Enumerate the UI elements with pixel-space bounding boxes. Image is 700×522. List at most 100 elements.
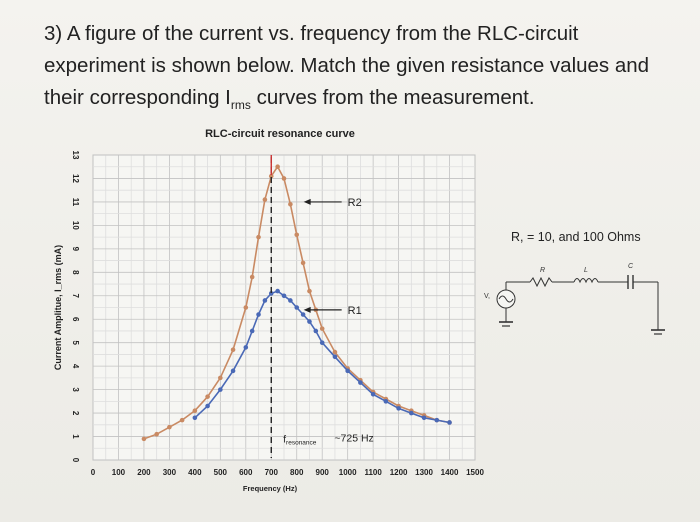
annotation-arrowhead [303, 306, 311, 313]
x-tick-label: 800 [290, 468, 304, 477]
data-point-r1 [345, 368, 350, 374]
circuit-resistance-label: R, = 10, and 100 Ohms [511, 230, 641, 244]
data-point-r1 [205, 403, 210, 409]
data-point-r2 [307, 288, 312, 294]
x-tick-label: 1200 [390, 468, 408, 477]
chart-annotations: R2 R1 ~725 Hz fresonance [270, 155, 374, 458]
x-tick-label: 100 [112, 468, 126, 477]
x-tick-label: 1400 [441, 468, 459, 477]
inductor-symbol [573, 278, 599, 284]
data-point-r2 [218, 375, 223, 381]
x-tick-label: 200 [137, 468, 151, 477]
y-tick-label: 1 [71, 434, 80, 439]
data-point-r1 [421, 415, 427, 421]
rlc-circuit-diagram: R L C V, [484, 263, 665, 335]
data-point-r2 [288, 201, 293, 207]
data-point-r1 [447, 420, 452, 425]
data-point-r1 [319, 340, 325, 345]
data-point-r2 [179, 417, 185, 423]
annotation-label-r1: R1 [348, 305, 362, 317]
resistor-label: R [540, 267, 545, 274]
question-line-3-sub: rms [230, 98, 251, 113]
inductor-label: L [584, 267, 588, 274]
question-line-2: experiment is shown below. Match the giv… [44, 54, 650, 77]
resonance-label: fresonance [283, 435, 317, 447]
data-point-r2 [230, 347, 236, 353]
data-point-r1 [300, 312, 306, 317]
source-label: V, [484, 293, 490, 300]
y-tick-label: 6 [71, 317, 80, 322]
x-tick-label: 1300 [415, 468, 433, 477]
data-point-r1 [230, 368, 236, 374]
x-tick-label: 1500 [466, 468, 484, 477]
x-axis-label: Frequency (Hz) [243, 484, 298, 493]
capacitor-label: C [628, 263, 634, 270]
data-point-r2 [205, 394, 210, 399]
y-axis-label: Current Amplitue, I_rms (mA) [53, 245, 63, 370]
data-point-r1 [268, 291, 274, 296]
data-point-r1 [192, 415, 198, 421]
x-tick-label: 500 [214, 468, 228, 477]
annotation-resonance-value: ~725 Hz [334, 433, 373, 445]
question-line-1: 3) A figure of the current vs. frequency… [44, 18, 684, 50]
annotation-arrowhead [303, 198, 311, 205]
y-tick-label: 13 [71, 151, 80, 160]
annotation-label-r2: R2 [348, 197, 362, 209]
y-tick-label: 9 [71, 247, 80, 252]
data-point-r2 [262, 197, 268, 202]
data-point-r2 [167, 424, 172, 430]
y-tick-label: 12 [71, 174, 80, 183]
y-tick-label: 2 [71, 411, 80, 416]
x-tick-label: 1100 [364, 468, 382, 477]
x-tick-label: 900 [316, 468, 330, 477]
x-tick-label: 0 [91, 468, 96, 477]
data-point-r2 [249, 274, 255, 280]
y-tick-label: 3 [71, 387, 80, 392]
data-point-r1 [370, 392, 376, 397]
question-text: 3) A figure of the current vs. frequency… [44, 18, 684, 121]
chart-title: RLC-circuit resonance curve [205, 128, 355, 140]
question-line-3: their corresponding Irms curves from the… [44, 82, 684, 121]
data-point-r2 [281, 176, 287, 181]
data-point-r2 [192, 408, 198, 414]
data-point-r1 [409, 410, 414, 416]
data-point-r2 [275, 164, 280, 170]
y-tick-label: 10 [71, 221, 80, 230]
data-point-r2 [256, 234, 261, 240]
data-point-r1 [256, 312, 261, 317]
data-point-r1 [358, 380, 363, 385]
data-point-r2 [268, 173, 274, 179]
data-point-r1 [313, 328, 319, 334]
data-point-r2 [300, 260, 306, 266]
x-tick-label: 600 [239, 468, 253, 477]
data-point-r1 [383, 399, 389, 404]
data-point-r1 [434, 417, 440, 423]
y-tick-label: 0 [71, 458, 80, 463]
question-number: 3) [44, 22, 63, 45]
data-point-r1 [243, 345, 249, 350]
sine-icon [498, 295, 514, 303]
chart-series [141, 164, 452, 442]
y-tick-label: 5 [71, 340, 80, 345]
data-point-r2 [154, 431, 159, 437]
resistor-symbol [529, 276, 553, 288]
data-point-r1 [281, 293, 287, 299]
x-tick-label: 400 [188, 468, 202, 477]
y-tick-label: 8 [71, 270, 80, 275]
data-point-r1 [288, 298, 293, 303]
y-tick-label: 11 [71, 198, 80, 207]
question-line-1-text: A figure of the current vs. frequency fr… [66, 22, 579, 45]
question-line-3-post: curves from the measurement. [250, 86, 535, 109]
data-point-r2 [294, 232, 300, 238]
data-point-r2 [332, 349, 338, 355]
data-point-r2 [319, 326, 325, 331]
data-point-r1 [275, 288, 280, 294]
y-tick-label: 7 [71, 294, 80, 299]
y-tick-label: 4 [71, 364, 80, 369]
x-tick-label: 700 [265, 468, 279, 477]
data-point-r1 [307, 319, 312, 324]
x-tick-label: 1000 [339, 468, 357, 477]
data-point-r1 [294, 305, 300, 310]
